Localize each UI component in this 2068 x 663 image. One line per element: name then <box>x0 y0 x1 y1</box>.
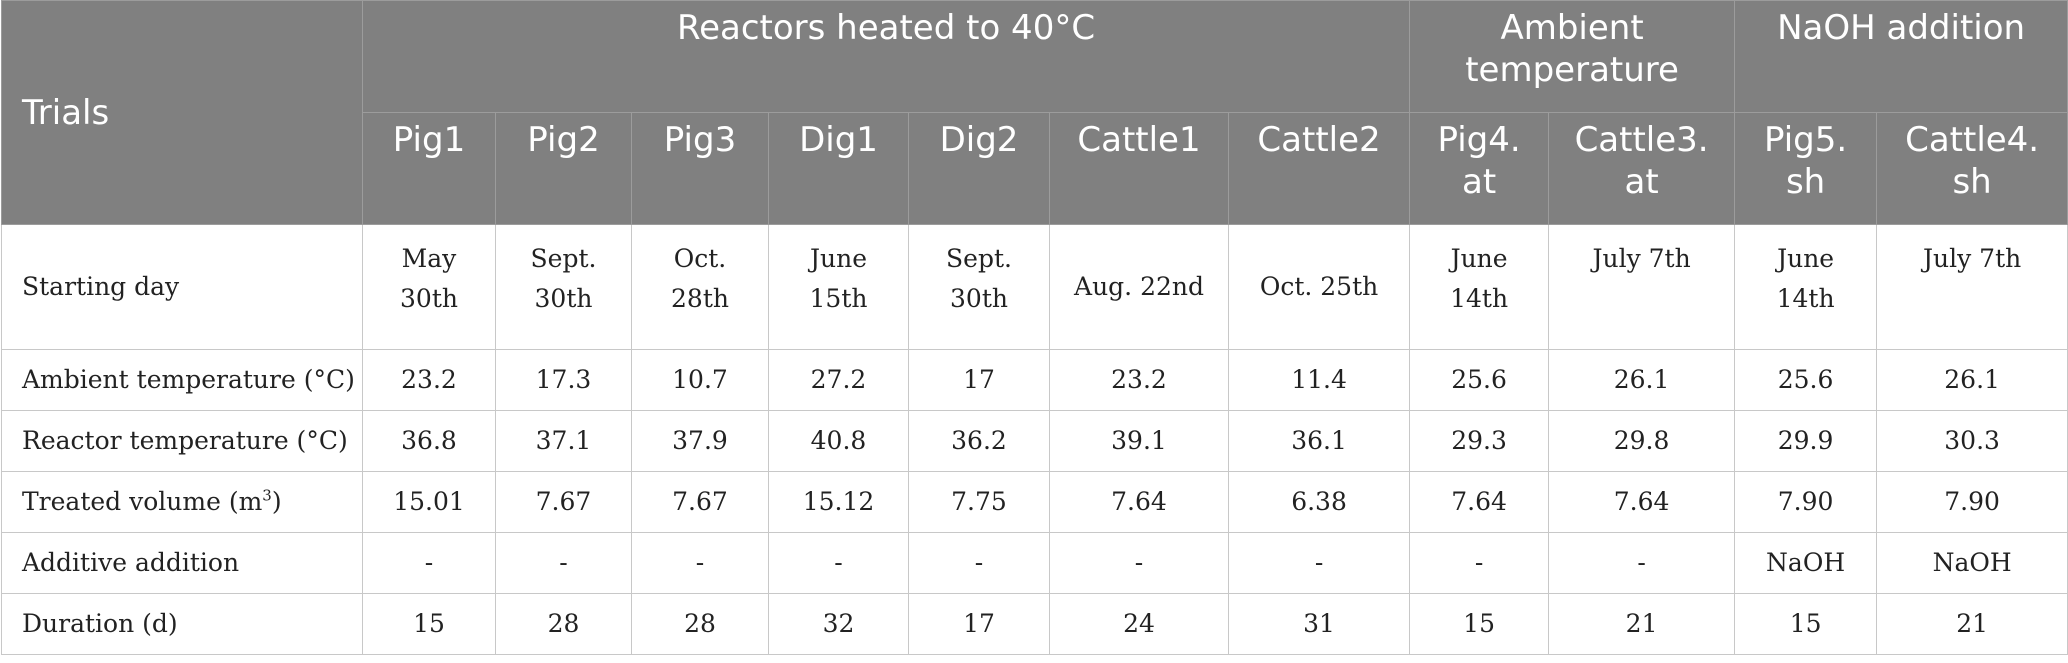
table-cell: 17.3 <box>495 349 632 411</box>
table-cell: - <box>1409 532 1550 594</box>
table-cell: NaOH <box>1876 532 2068 594</box>
table-cell: 17 <box>908 349 1050 411</box>
table-header: Trials Reactors heated to 40°C Ambient t… <box>1 0 2068 225</box>
table-cell: 36.8 <box>362 410 496 472</box>
column-header: Pig3 <box>631 112 769 225</box>
table-cell: 26.1 <box>1548 349 1736 411</box>
table-cell: 15 <box>362 593 496 655</box>
table-cell: 24 <box>1049 593 1229 655</box>
table-cell: - <box>1049 532 1229 594</box>
table-row: Ambient temperature (°C) 23.2 17.3 10.7 27.2… <box>1 349 2068 411</box>
table-cell: 28 <box>495 593 632 655</box>
table-cell: - <box>362 532 496 594</box>
table-cell: 7.64 <box>1409 471 1550 533</box>
table-cell: NaOH <box>1734 532 1878 594</box>
table-cell: July 7th <box>1548 224 1736 350</box>
table-cell: May 30th <box>362 224 496 350</box>
table-cell: 7.90 <box>1734 471 1878 533</box>
table-cell: - <box>768 532 909 594</box>
table-cell: 25.6 <box>1409 349 1550 411</box>
table-cell: 7.67 <box>495 471 632 533</box>
table-cell: - <box>495 532 632 594</box>
row-label: Duration (d) <box>1 593 363 655</box>
table-cell: 30.3 <box>1876 410 2068 472</box>
table-row: Duration (d) 15 28 28 32 17 24 31 15 21 15 21 <box>1 593 2068 655</box>
column-header: Cattle1 <box>1049 112 1229 225</box>
table-cell: 37.1 <box>495 410 632 472</box>
table-cell: 32 <box>768 593 909 655</box>
table-cell: 7.75 <box>908 471 1050 533</box>
table-cell: 15 <box>1409 593 1550 655</box>
table-cell: June 15th <box>768 224 909 350</box>
table-cell: - <box>908 532 1050 594</box>
table-cell: - <box>631 532 769 594</box>
row-label: Additive addition <box>1 532 363 594</box>
column-header: Cattle2 <box>1227 112 1411 225</box>
table-cell: June 14th <box>1409 224 1550 350</box>
table-cell: July 7th <box>1876 224 2068 350</box>
table-cell: 29.3 <box>1409 410 1550 472</box>
table-cell: 7.67 <box>631 471 769 533</box>
table-cell: June 14th <box>1734 224 1878 350</box>
table-cell: Aug. 22nd <box>1049 224 1229 350</box>
column-header: Pig5. sh <box>1734 112 1878 225</box>
table-row: Treated volume (m3) 15.01 7.67 7.67 15.12 7.7… <box>1 471 2068 533</box>
table-cell: 7.90 <box>1876 471 2068 533</box>
row-label: Starting day <box>1 224 363 350</box>
table-cell: 15.12 <box>768 471 909 533</box>
table-cell: 39.1 <box>1049 410 1229 472</box>
column-header: Cattle4. sh <box>1876 112 2068 225</box>
table-cell: 23.2 <box>1049 349 1229 411</box>
column-header: Pig1 <box>362 112 496 225</box>
table-cell: Oct. 28th <box>631 224 769 350</box>
table-cell: 10.7 <box>631 349 769 411</box>
table-cell: 21 <box>1876 593 2068 655</box>
table-cell: 15 <box>1734 593 1878 655</box>
table-body: Starting day May 30th Sept. 30th Oct. 28th June… <box>1 224 2068 655</box>
table-cell: 29.9 <box>1734 410 1878 472</box>
table-row: Additive addition - - - - - - - - - NaOH NaOH <box>1 532 2068 594</box>
table-cell: 15.01 <box>362 471 496 533</box>
table-cell: 7.64 <box>1049 471 1229 533</box>
table-cell: 37.9 <box>631 410 769 472</box>
table-cell: 21 <box>1548 593 1736 655</box>
column-header: Pig4. at <box>1409 112 1550 225</box>
row-label: Reactor temperature (°C) <box>1 410 363 472</box>
column-header: Dig1 <box>768 112 909 225</box>
table-cell: 28 <box>631 593 769 655</box>
table-cell: Sept. 30th <box>908 224 1050 350</box>
trials-header: Trials <box>1 0 363 225</box>
table-row: Reactor temperature (°C) 36.8 37.1 37.9 40.8… <box>1 410 2068 472</box>
table-cell: 27.2 <box>768 349 909 411</box>
group-header-ambient: Ambient temperature <box>1409 0 1736 113</box>
table-row: Starting day May 30th Sept. 30th Oct. 28th June… <box>1 224 2068 350</box>
table-cell: 7.64 <box>1548 471 1736 533</box>
table-cell: - <box>1548 532 1736 594</box>
column-header: Cattle3. at <box>1548 112 1736 225</box>
table-cell: 6.38 <box>1227 471 1411 533</box>
table-cell: 36.2 <box>908 410 1050 472</box>
table-cell: 26.1 <box>1876 349 2068 411</box>
table-cell: 36.1 <box>1227 410 1411 472</box>
table-cell: 40.8 <box>768 410 909 472</box>
table-cell: 11.4 <box>1227 349 1411 411</box>
table-cell: 31 <box>1227 593 1411 655</box>
table-cell: 17 <box>908 593 1050 655</box>
column-header: Dig2 <box>908 112 1050 225</box>
row-label: Ambient temperature (°C) <box>1 349 363 411</box>
column-header: Pig2 <box>495 112 632 225</box>
table-cell: 29.8 <box>1548 410 1736 472</box>
table-cell: 23.2 <box>362 349 496 411</box>
table-cell: - <box>1227 532 1411 594</box>
table-cell: Sept. 30th <box>495 224 632 350</box>
table-cell: Oct. 25th <box>1227 224 1411 350</box>
row-label: Treated volume (m3) <box>1 471 363 533</box>
group-header-naoh: NaOH addition <box>1734 0 2068 113</box>
table-cell: 25.6 <box>1734 349 1878 411</box>
group-header-heated: Reactors heated to 40°C <box>361 0 1411 113</box>
